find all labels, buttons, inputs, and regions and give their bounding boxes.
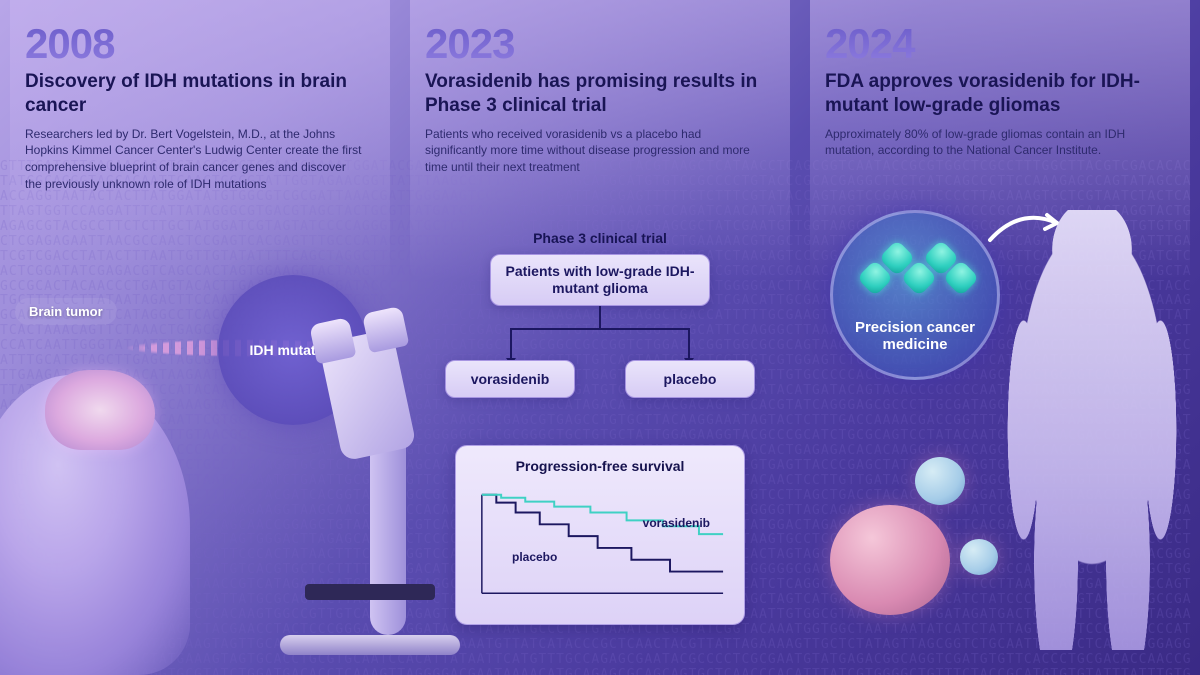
- panel-2024: 2024 FDA approves vorasidenib for IDH-mu…: [800, 0, 1200, 675]
- year-2024: 2024: [825, 20, 1175, 68]
- immune-cell-illustration: [960, 539, 998, 575]
- chart-label-vorasidenib: vorasidenib: [643, 516, 710, 530]
- year-2008: 2008: [25, 20, 375, 68]
- headline-2023: Vorasidenib has promising results in Pha…: [425, 70, 765, 118]
- arm-vorasidenib-box: vorasidenib: [445, 360, 575, 398]
- immune-cell-illustration: [915, 457, 965, 505]
- connector: [510, 328, 690, 330]
- survival-chart-svg: [472, 480, 728, 608]
- molecule-icon: [860, 235, 970, 305]
- connector: [510, 328, 512, 360]
- precision-medicine-circle: Precision cancer medicine: [830, 210, 1000, 380]
- timeline-panels: 2008 Discovery of IDH mutations in brain…: [0, 0, 1200, 675]
- connector: [688, 328, 690, 360]
- chart-area: vorasidenib placebo: [472, 480, 728, 608]
- precision-medicine-label: Precision cancer medicine: [847, 319, 983, 353]
- body-2023: Patients who received vorasidenib vs a p…: [425, 126, 765, 176]
- headline-2024: FDA approves vorasidenib for IDH-mutant …: [825, 70, 1165, 118]
- panel-2008: 2008 Discovery of IDH mutations in brain…: [0, 0, 400, 675]
- patients-box: Patients with low-grade IDH-mutant gliom…: [490, 254, 710, 306]
- connector: [599, 306, 601, 328]
- brain-tumor-label: Brain tumor: [15, 298, 117, 325]
- arm-placebo-box: placebo: [625, 360, 755, 398]
- cancer-cell-illustration: [830, 505, 950, 615]
- headline-2008: Discovery of IDH mutations in brain canc…: [25, 70, 365, 118]
- brain-illustration: [45, 370, 155, 450]
- body-2024: Approximately 80% of low-grade gliomas c…: [825, 126, 1165, 160]
- chart-label-placebo: placebo: [512, 550, 557, 564]
- body-2008: Researchers led by Dr. Bert Vogelstein, …: [25, 126, 365, 193]
- trial-diagram-title: Phase 3 clinical trial: [533, 230, 667, 246]
- patient-figure-illustration: [1002, 210, 1182, 650]
- survival-chart-card: Progression-free survival vorasidenib pl…: [455, 445, 745, 625]
- chart-title: Progression-free survival: [472, 458, 728, 474]
- panel-2023: 2023 Vorasidenib has promising results i…: [400, 0, 800, 675]
- year-2023: 2023: [425, 20, 775, 68]
